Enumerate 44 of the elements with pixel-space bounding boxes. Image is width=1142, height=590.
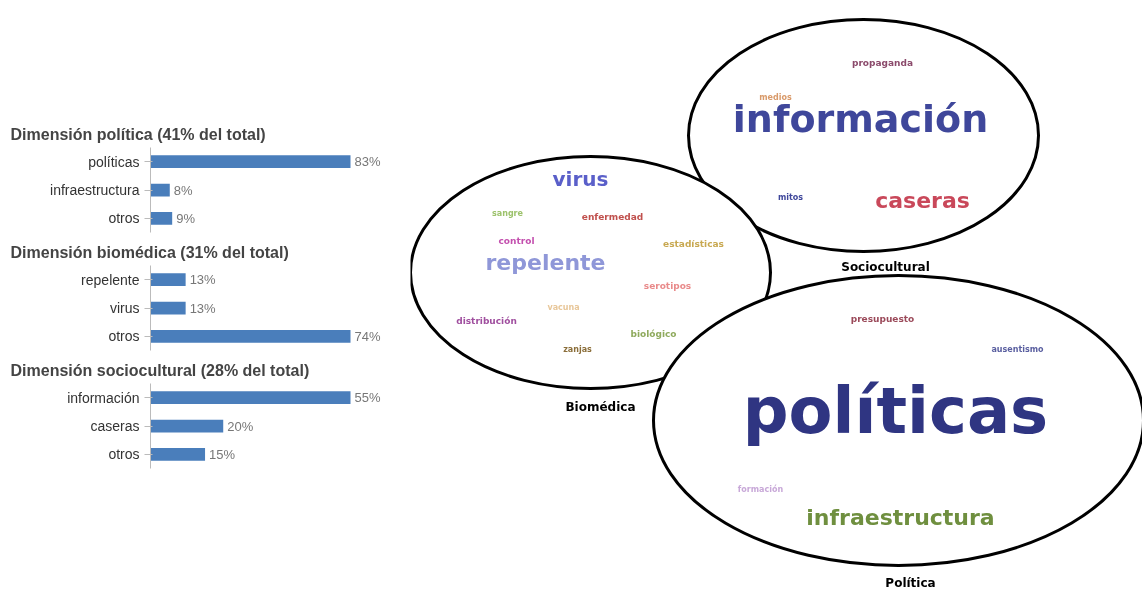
data-label: 8% [173, 182, 194, 198]
chart-title: Dimensión biomédica (31% del total) [10, 243, 289, 261]
text: Política [885, 575, 936, 590]
data-label: 9% [176, 210, 196, 226]
text: Biomédica [565, 399, 636, 414]
text: control [498, 235, 535, 246]
y-tick-label: infraestructura [50, 182, 140, 198]
text: vacuna [547, 303, 580, 312]
chart-title: Dimensión sociocultural (28% del total) [10, 361, 310, 379]
text: formación [737, 484, 784, 494]
text: Sociocultural [841, 259, 930, 274]
data-label: 20% [227, 418, 254, 434]
y-tick-label: políticas [88, 153, 140, 170]
data-label: 83% [354, 154, 381, 170]
data-label: 15% [209, 446, 236, 462]
data-label: 13% [189, 300, 217, 316]
text: presupuesto [850, 313, 915, 324]
text: sangre [492, 209, 524, 218]
text: mitos [777, 193, 804, 202]
text: políticas [742, 373, 1049, 448]
text: biológico [630, 328, 677, 339]
text: medios [759, 93, 792, 102]
text: propaganda [851, 57, 914, 68]
text: zanjas [563, 345, 593, 354]
y-tick-label: otros [108, 210, 140, 227]
y-tick-label: otros [108, 446, 140, 463]
data-label: 74% [354, 328, 381, 344]
text: estadísticas [663, 238, 724, 249]
text: caseras [875, 188, 970, 213]
data-label: 55% [354, 390, 381, 406]
y-tick-label: caseras [90, 418, 140, 434]
text: infraestructura [806, 505, 995, 530]
text: serotipos [643, 280, 692, 291]
text: ausentismo [991, 345, 1045, 354]
y-tick-label: otros [108, 328, 140, 345]
text: repelente [485, 250, 606, 275]
y-tick-label: virus [109, 300, 140, 316]
y-tick-label: repelente [81, 271, 140, 288]
text: distribución [456, 315, 517, 326]
text: virus [552, 166, 609, 191]
text: enfermedad [581, 211, 644, 222]
y-tick-label: información [67, 389, 140, 406]
data-label: 13% [189, 272, 217, 288]
chart-title: Dimensión política (41% del total) [10, 125, 266, 143]
